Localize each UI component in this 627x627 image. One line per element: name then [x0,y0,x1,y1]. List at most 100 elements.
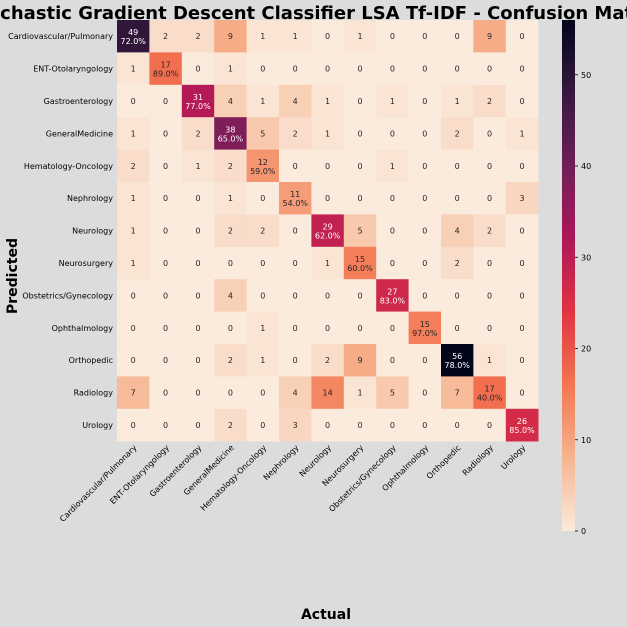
heatmap-cell [149,182,183,215]
cell-value-label: 1 [131,129,136,138]
heatmap-cell [149,279,183,312]
heatmap-cell [117,376,150,410]
heatmap-cell [376,214,409,248]
heatmap-cell [246,52,280,86]
cell-value-label: 0 [487,291,492,300]
heatmap-cell [311,52,345,86]
cell-value-label: 1 [228,65,233,74]
cell-value-label: 1 [390,162,395,171]
heatmap-cell [214,52,247,86]
cell-value-label: 0 [163,291,168,300]
heatmap-cell [181,214,215,248]
cell-value-label: 1 [131,65,136,74]
cell-value-label: 0 [195,259,200,268]
heatmap-cell [117,117,150,150]
heatmap-cell [376,182,409,215]
heatmap-cell [214,84,247,118]
cell-value-label: 1 [325,97,330,106]
cell-value-label: 0 [422,194,427,203]
cell-value-label: 0 [228,259,233,268]
heatmap-cell [149,408,183,442]
heatmap-cell [279,279,312,312]
heatmap-cell [214,149,247,183]
y-tick-label: Obstetrics/Gynecology [22,291,113,300]
cell-value-label: 0 [195,194,200,203]
heatmap-cell [408,376,442,410]
heatmap-cell [214,20,247,53]
heatmap-cell [311,182,345,215]
cell-value-label: 0 [519,32,524,41]
heatmap-cell [246,149,280,183]
heatmap-cell [117,52,150,86]
cell-value-label: 1 [293,32,298,41]
cell-value-label: 0 [422,227,427,236]
cell-value-label: 0 [325,324,330,333]
heatmap-cell [117,246,150,280]
cell-value-label: 0 [422,421,427,430]
heatmap-cell [246,311,280,345]
heatmap-cell [473,246,507,280]
cell-value-label: 4 [228,97,233,106]
y-axis-label: Predicted [5,238,21,314]
heatmap-cell [117,214,150,248]
heatmap-cell [473,344,507,377]
heatmap-cell [311,117,345,150]
cell-value-label: 0 [422,389,427,398]
y-tick-label: Ophthalmology [52,324,114,333]
cell-value-label: 0 [390,421,395,430]
heatmap-cell [279,52,312,86]
cell-value-label: 0 [131,291,136,300]
heatmap-cell [343,52,377,86]
heatmap-cell [473,182,507,215]
cell-percent-label: 59.0% [250,167,276,176]
cell-value-label: 1 [131,259,136,268]
heatmap-cell [311,149,345,183]
heatmap-cell [376,246,409,280]
cell-value-label: 0 [163,162,168,171]
cell-value-label: 26 [517,417,527,426]
cell-value-label: 1 [228,194,233,203]
heatmap-cell [181,182,215,215]
cell-value-label: 0 [455,32,460,41]
colorbar-tick-label: 0 [581,527,586,536]
x-axis-label: Actual [301,607,351,623]
heatmap-cell [441,20,474,53]
cell-value-label: 0 [390,32,395,41]
heatmap-cell [376,344,409,377]
heatmap-cell [343,84,377,118]
heatmap-cell [473,214,507,248]
heatmap-cell [473,84,507,118]
heatmap-cell [441,408,474,442]
cell-value-label: 2 [163,32,168,41]
cell-value-label: 0 [357,421,362,430]
heatmap-cell [408,214,442,248]
heatmap-cell [214,408,247,442]
cell-value-label: 0 [487,162,492,171]
heatmap-cell [441,214,474,248]
cell-value-label: 0 [260,65,265,74]
cell-value-label: 0 [163,194,168,203]
heatmap-cell [181,376,215,410]
heatmap-cell [343,246,377,280]
cell-value-label: 4 [455,227,460,236]
heatmap-cell [149,376,183,410]
cell-value-label: 0 [195,389,200,398]
cell-value-label: 0 [519,389,524,398]
heatmap-cell [376,117,409,150]
cell-value-label: 1 [260,97,265,106]
heatmap-cell [149,344,183,377]
heatmap-cell [376,52,409,86]
cell-value-label: 0 [455,421,460,430]
cell-value-label: 0 [163,129,168,138]
heatmap-cell [441,182,474,215]
heatmap-cell [408,408,442,442]
cell-value-label: 9 [228,32,233,41]
colorbar-tick-label: 20 [581,345,591,354]
heatmap-cell [343,149,377,183]
heatmap-cell [505,344,539,377]
colorbar-ticks: 0 10 20 30 40 50 [575,71,591,536]
heatmap-cell [473,279,507,312]
heatmap-cell [376,408,409,442]
heatmap-cell [279,20,312,53]
